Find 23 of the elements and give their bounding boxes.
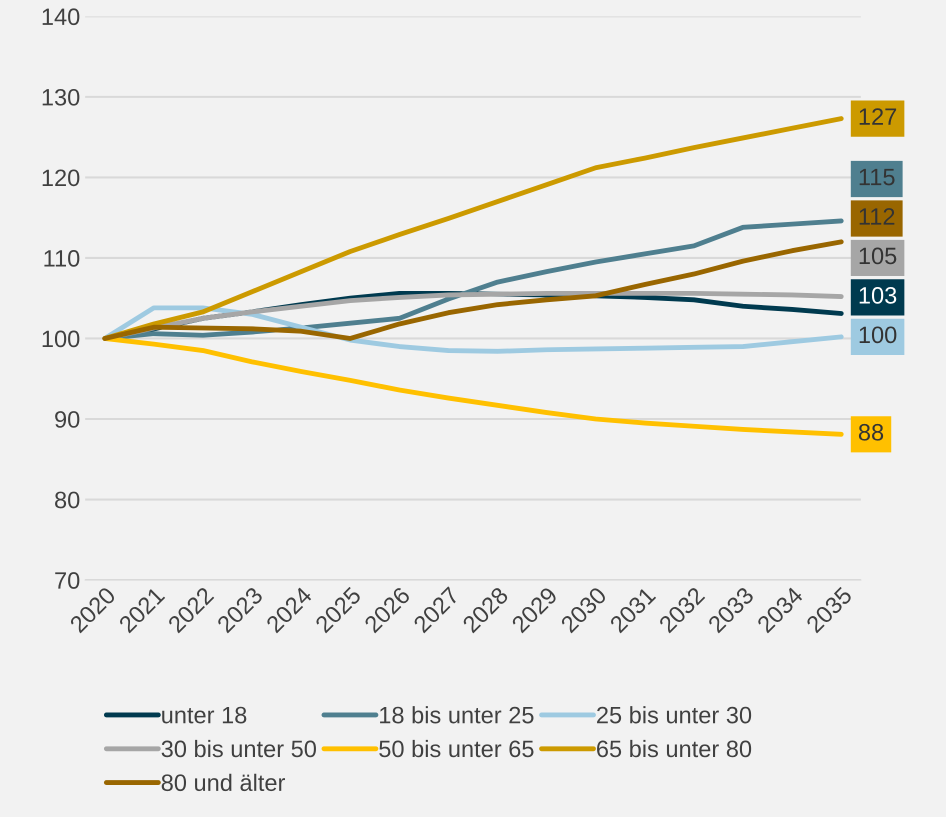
data-label: 115 xyxy=(860,168,895,186)
legend-label: 80 und älter xyxy=(162,774,286,792)
data-label: 100 xyxy=(860,326,896,344)
legend-label: 30 bis unter 50 xyxy=(162,740,316,758)
y-tick-label: 100 xyxy=(42,330,80,348)
line-series xyxy=(102,239,844,341)
data-label: 127 xyxy=(860,108,896,125)
y-tick-label: 90 xyxy=(55,411,80,428)
y-tick-label: 80 xyxy=(55,492,80,508)
legend-label: 25 bis unter 30 xyxy=(597,706,752,724)
legend-label: unter 18 xyxy=(162,706,246,724)
y-tick-label: 120 xyxy=(42,169,80,186)
data-label: 88 xyxy=(858,424,884,441)
data-label: 105 xyxy=(860,248,896,264)
data-label: 112 xyxy=(860,208,894,225)
legend-label: 18 bis unter 25 xyxy=(380,706,534,724)
legend-label: 65 bis unter 80 xyxy=(597,740,752,758)
y-tick-label: 140 xyxy=(42,8,80,26)
y-tick-label: 130 xyxy=(42,88,80,106)
y-tick-label: 110 xyxy=(44,250,80,267)
data-label: 103 xyxy=(860,287,896,304)
y-tick-label: 70 xyxy=(55,572,80,589)
legend-label: 50 bis unter 65 xyxy=(379,740,534,758)
